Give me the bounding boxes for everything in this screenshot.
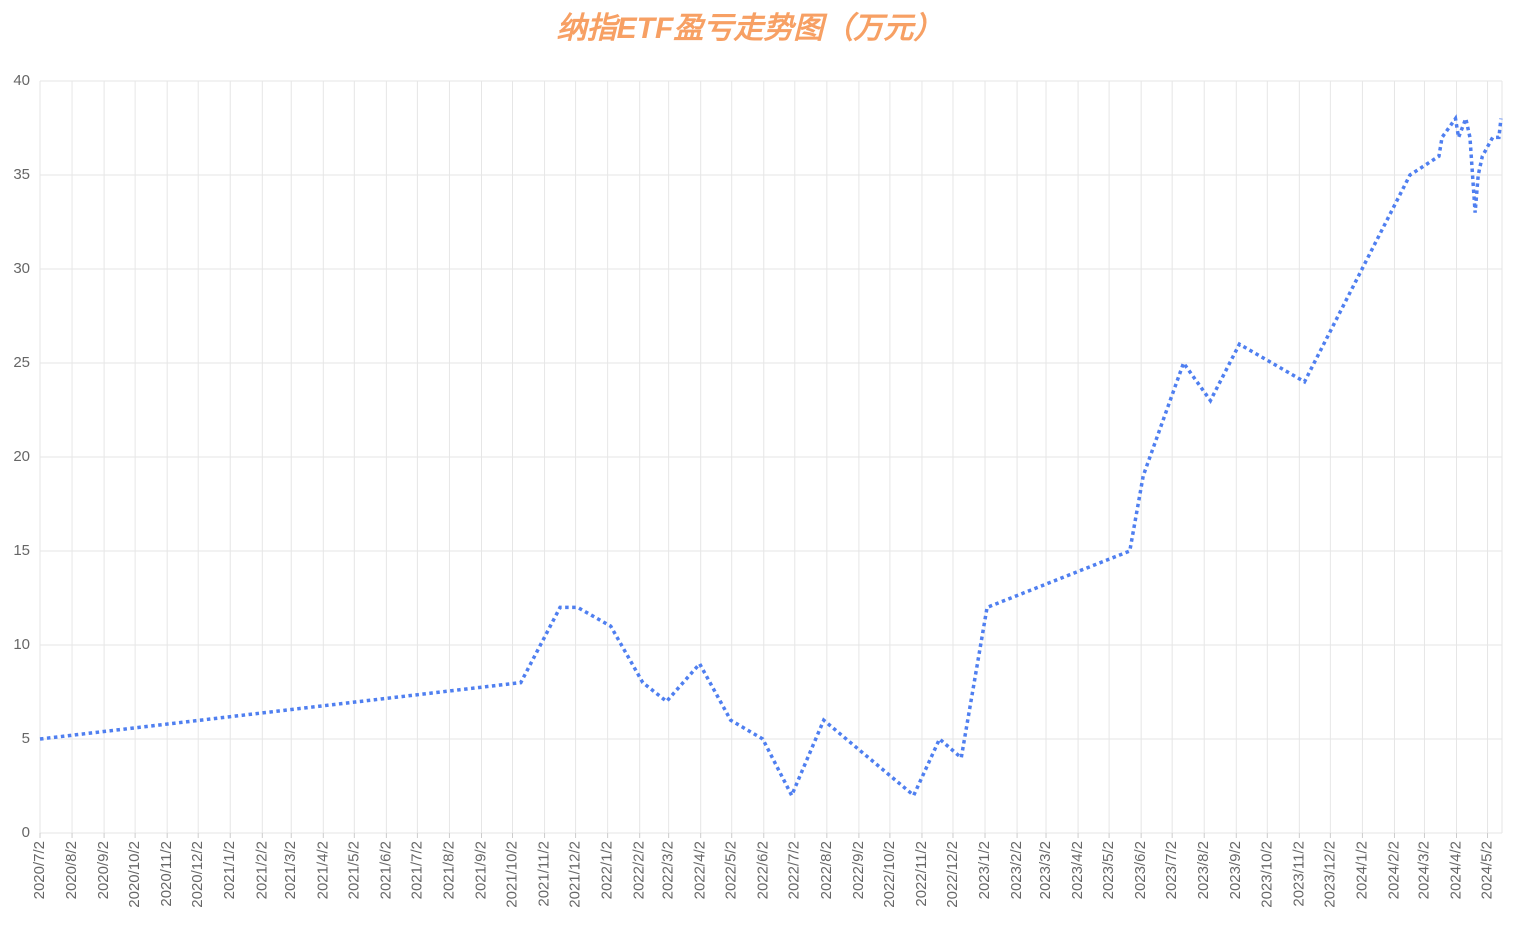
- x-tick-label: 2021/9/2: [472, 841, 489, 899]
- x-tick-label: 2022/7/2: [786, 841, 803, 899]
- x-tick-label: 2023/12/2: [1321, 841, 1338, 908]
- x-tick-label: 2023/9/2: [1227, 841, 1244, 899]
- x-tick-label: 2023/10/2: [1258, 841, 1275, 908]
- x-tick-label: 2022/11/2: [913, 841, 930, 907]
- x-tick-label: 2022/3/2: [660, 841, 677, 899]
- x-tick-label: 2021/3/2: [282, 841, 299, 899]
- x-tick-label: 2024/2/2: [1385, 841, 1402, 899]
- x-tick-label: 2021/10/2: [503, 841, 520, 908]
- x-tick-label: 2022/12/2: [944, 841, 961, 908]
- y-tick-label: 15: [13, 542, 30, 559]
- x-tick-label: 2023/1/2: [976, 841, 993, 899]
- y-tick-label: 0: [22, 824, 30, 841]
- x-tick-label: 2021/1/2: [221, 841, 238, 899]
- x-tick-label: 2020/12/2: [189, 841, 206, 908]
- y-tick-label: 35: [13, 166, 30, 183]
- x-tick-label: 2022/1/2: [599, 841, 616, 899]
- x-tick-label: 2023/11/2: [1290, 841, 1307, 907]
- x-tick-label: 2021/4/2: [314, 841, 331, 899]
- y-tick-label: 30: [13, 260, 30, 277]
- y-tick-label: 40: [13, 72, 30, 89]
- x-tick-label: 2024/4/2: [1447, 841, 1464, 899]
- y-tick-label: 10: [13, 636, 30, 653]
- y-tick-label: 5: [22, 730, 30, 747]
- x-tick-label: 2020/9/2: [95, 841, 112, 899]
- x-tick-label: 2024/5/2: [1478, 841, 1495, 899]
- x-tick-label: 2021/7/2: [408, 841, 425, 899]
- x-tick-label: 2023/6/2: [1132, 841, 1149, 899]
- x-tick-label: 2020/10/2: [126, 841, 143, 908]
- x-tick-label: 2023/5/2: [1100, 841, 1117, 899]
- x-tick-label: 2022/9/2: [850, 841, 867, 899]
- x-tick-label: 2023/8/2: [1195, 841, 1212, 899]
- x-tick-label: 2022/5/2: [723, 841, 740, 899]
- x-tick-label: 2021/5/2: [345, 841, 362, 899]
- x-tick-label: 2021/2/2: [253, 841, 270, 899]
- x-tick-label: 2020/11/2: [158, 841, 175, 907]
- x-tick-label: 2021/12/2: [567, 841, 584, 908]
- y-tick-label: 20: [13, 448, 30, 465]
- x-tick-label: 2023/2/2: [1008, 841, 1025, 899]
- chart-title: 纳指ETF盈亏走势图（万元）: [557, 11, 944, 45]
- x-tick-label: 2023/4/2: [1069, 841, 1086, 899]
- x-tick-label: 2023/7/2: [1163, 841, 1180, 899]
- x-tick-label: 2022/10/2: [881, 841, 898, 908]
- x-tick-label: 2022/2/2: [631, 841, 648, 899]
- data-line: [39, 112, 1503, 800]
- x-tick-label: 2020/8/2: [63, 841, 80, 899]
- x-tick-label: 2023/3/2: [1037, 841, 1054, 899]
- x-tick-label: 2022/4/2: [692, 841, 709, 899]
- x-tick-label: 2022/8/2: [818, 841, 835, 899]
- y-tick-label: 25: [13, 354, 30, 371]
- x-tick-label: 2021/11/2: [536, 841, 553, 907]
- x-tick-label: 2020/7/2: [31, 841, 48, 899]
- x-tick-label: 2024/3/2: [1415, 841, 1432, 899]
- x-tick-label: 2021/8/2: [440, 841, 457, 899]
- x-tick-label: 2024/1/2: [1353, 841, 1370, 899]
- x-tick-label: 2021/6/2: [377, 841, 394, 899]
- x-tick-label: 2022/6/2: [755, 841, 772, 899]
